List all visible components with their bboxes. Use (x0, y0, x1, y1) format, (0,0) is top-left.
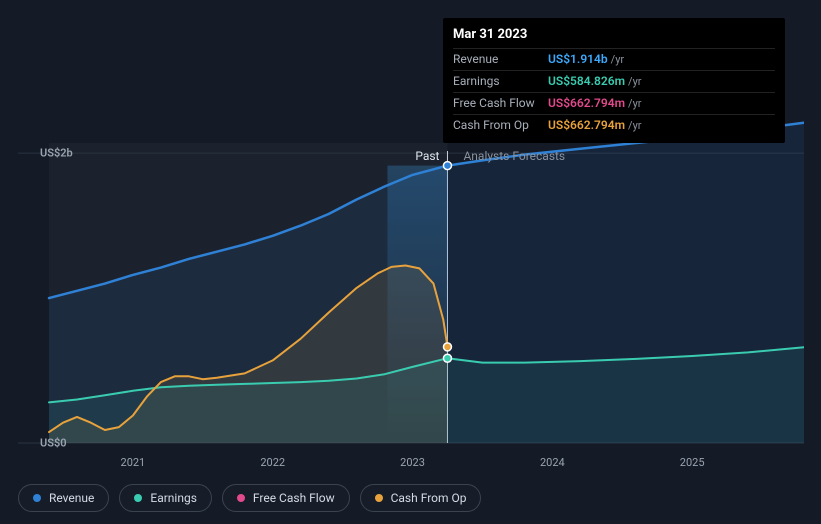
tooltip-metric-value: US$1.914b/yr (548, 49, 775, 71)
tooltip-metric-label: Earnings (453, 70, 548, 92)
legend-item-cash-from-op[interactable]: Cash From Op (360, 484, 482, 512)
tooltip-row: Cash From OpUS$662.794m/yr (453, 114, 775, 135)
tooltip-row: Free Cash FlowUS$662.794m/yr (453, 92, 775, 114)
x-axis-tick: 2025 (680, 456, 705, 469)
tooltip-metric-value: US$584.826m/yr (548, 70, 775, 92)
tooltip-table: RevenueUS$1.914b/yrEarningsUS$584.826m/y… (453, 48, 775, 135)
legend-item-free-cash-flow[interactable]: Free Cash Flow (222, 484, 350, 512)
tooltip-date: Mar 31 2023 (453, 26, 775, 48)
legend-label: Free Cash Flow (253, 491, 335, 505)
legend-item-earnings[interactable]: Earnings (119, 484, 212, 512)
legend-dot-icon (134, 494, 142, 502)
tooltip-metric-value: US$662.794m/yr (548, 92, 775, 114)
label-past: Past (407, 149, 439, 163)
legend-dot-icon (237, 494, 245, 502)
tooltip-metric-label: Cash From Op (453, 114, 548, 135)
chart-tooltip: Mar 31 2023 RevenueUS$1.914b/yrEarningsU… (443, 18, 785, 143)
y-axis-tick: US$2b (40, 147, 73, 160)
legend-item-revenue[interactable]: Revenue (18, 484, 109, 512)
tooltip-row: EarningsUS$584.826m/yr (453, 70, 775, 92)
legend-dot-icon (33, 494, 41, 502)
x-axis-tick: 2024 (540, 456, 565, 469)
tooltip-metric-value: US$662.794m/yr (548, 114, 775, 135)
legend-label: Cash From Op (391, 491, 467, 505)
tooltip-metric-label: Revenue (453, 49, 548, 71)
x-axis-tick: 2021 (121, 456, 146, 469)
label-forecast: Analysts Forecasts (463, 149, 565, 163)
legend-label: Earnings (150, 491, 197, 505)
y-axis-tick: US$0 (40, 437, 67, 450)
x-axis-tick: 2022 (260, 456, 285, 469)
x-axis-tick: 2023 (400, 456, 425, 469)
tooltip-metric-label: Free Cash Flow (453, 92, 548, 114)
legend-dot-icon (375, 494, 383, 502)
legend-label: Revenue (49, 491, 94, 505)
tooltip-row: RevenueUS$1.914b/yr (453, 49, 775, 71)
legend: Revenue Earnings Free Cash Flow Cash From O… (18, 484, 481, 512)
